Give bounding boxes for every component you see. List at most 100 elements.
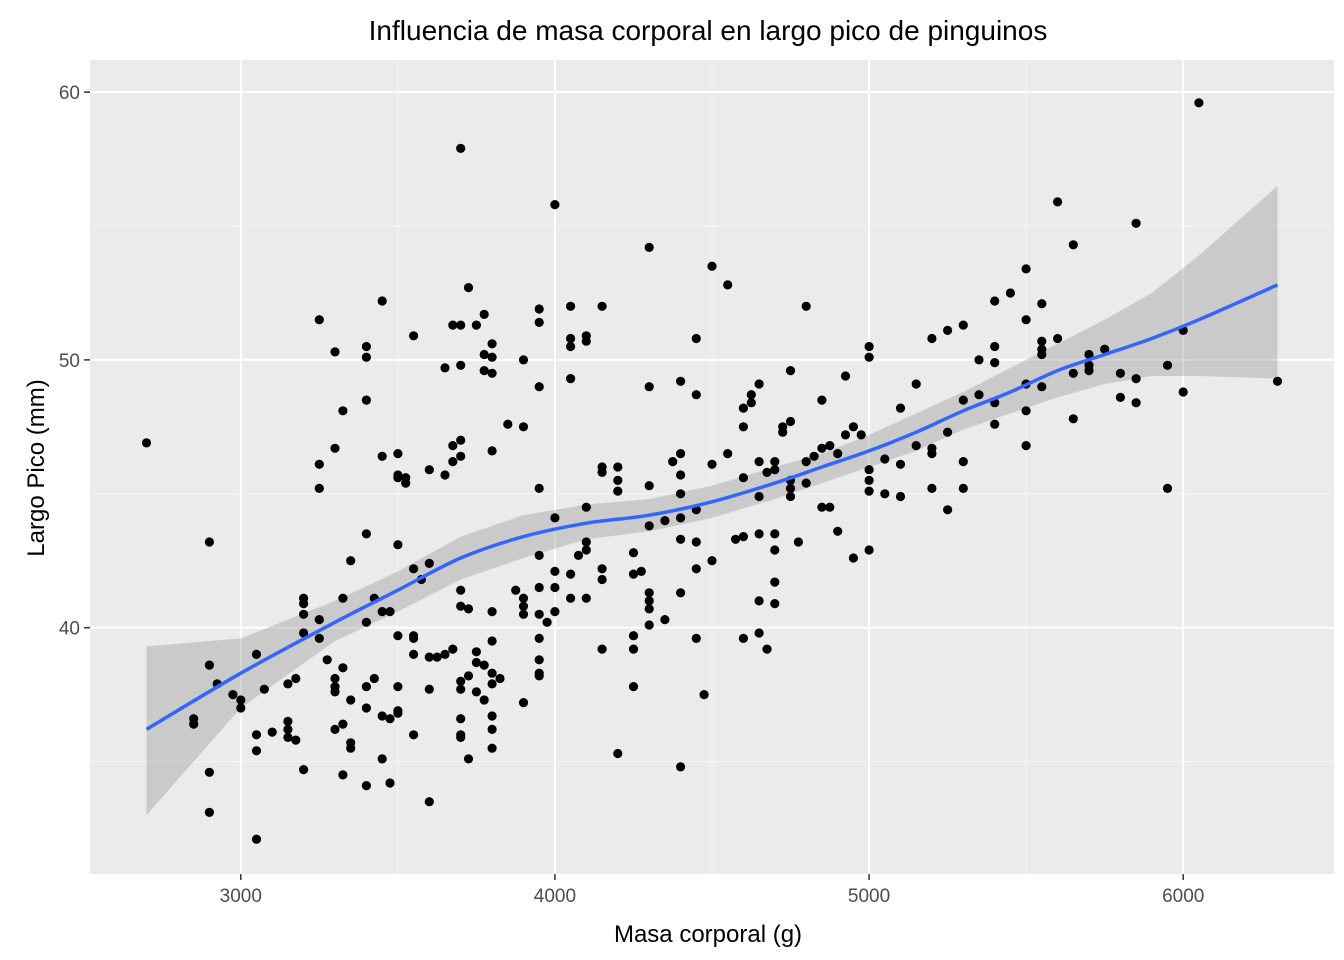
data-point [817,395,827,405]
data-point [393,540,403,550]
data-point [864,352,874,362]
data-point [440,363,450,373]
data-point [746,398,756,408]
data-point [864,465,874,475]
data-point [283,679,293,689]
data-point [644,620,654,630]
y-tick-label: 50 [59,351,80,372]
data-point [895,491,906,502]
data-point [1068,240,1078,250]
data-point [534,582,544,593]
data-point [456,320,466,330]
data-point [487,636,497,646]
x-tick-label: 6000 [1162,886,1204,907]
data-point [880,489,890,499]
data-point [581,593,591,603]
data-point [448,320,458,330]
data-point [409,564,419,574]
data-point [456,601,466,611]
data-point [785,416,796,427]
data-point [550,607,560,617]
data-point [204,537,214,547]
data-point [377,711,387,721]
data-point [550,200,560,210]
data-point [511,585,521,595]
data-point [1100,344,1110,354]
data-point [628,569,639,579]
data-point [990,296,1000,306]
data-point [291,673,301,684]
data-point [895,403,906,413]
x-tick-label: 3000 [220,886,262,907]
data-point [361,352,371,362]
data-point [676,534,686,544]
data-point [534,550,544,561]
data-point [676,489,686,499]
data-point [393,708,403,718]
data-point [833,449,843,459]
data-point [463,604,474,614]
data-point [236,695,246,705]
data-point [448,644,458,654]
y-tick-label: 60 [59,83,80,104]
data-point [204,807,214,818]
data-point [676,470,686,480]
data-point [377,607,387,617]
data-point [566,341,576,352]
data-point [644,242,654,252]
data-point [825,441,835,451]
data-point [518,698,529,708]
major-gridlines [90,60,1334,874]
data-point [385,714,395,724]
data-point [361,703,371,713]
data-point [762,467,772,477]
data-point [409,649,419,660]
data-point [840,371,851,381]
data-point [691,390,701,400]
data-point [597,564,607,574]
data-point [534,304,544,314]
data-point [251,746,262,756]
data-point [456,676,466,686]
data-point [738,633,749,644]
data-point [338,719,348,729]
data-point [409,331,419,341]
data-point [770,529,780,539]
data-point [1037,349,1047,360]
data-point [1021,264,1031,274]
data-point [864,475,874,485]
data-point [338,593,348,603]
data-point [361,682,371,692]
data-point [754,491,764,502]
data-point [518,422,529,432]
data-point [1053,333,1063,344]
data-point [958,483,968,493]
data-point [573,550,584,561]
data-point [676,513,686,523]
data-point [990,358,1000,368]
data-point [299,628,309,638]
data-point [534,317,544,327]
data-point [291,735,301,745]
data-point [699,690,709,700]
data-point [1053,197,1063,207]
data-point [770,457,780,467]
data-point [471,657,481,668]
data-point [550,513,560,523]
data-point [385,607,395,617]
data-point [754,457,764,467]
data-point [456,732,466,743]
data-point [346,695,356,705]
data-point [738,473,749,483]
data-point [738,532,749,542]
data-point [534,609,544,619]
data-point [566,374,576,384]
data-point [518,355,529,365]
data-point [487,668,497,678]
data-point [1131,374,1141,384]
data-point [1272,376,1283,386]
data-point [613,462,623,472]
data-point [236,703,246,713]
data-point [738,422,749,432]
